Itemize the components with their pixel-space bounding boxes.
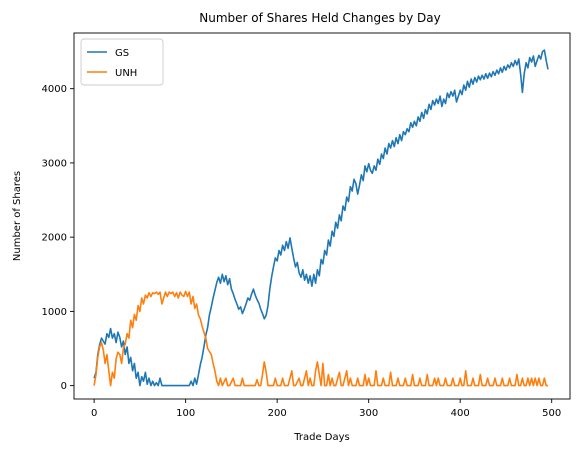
legend-label-unh: UNH <box>115 68 137 79</box>
x-tick-label: 200 <box>268 408 287 419</box>
y-tick-label: 0 <box>61 381 67 392</box>
legend-label-gs: GS <box>115 48 129 59</box>
plot-area <box>93 49 549 387</box>
x-axis-label: Trade Days <box>293 432 350 443</box>
y-tick-label: 1000 <box>42 307 67 318</box>
x-tick-label: 500 <box>542 408 561 419</box>
series-line-gs <box>93 49 549 387</box>
x-tick-label: 300 <box>359 408 378 419</box>
x-tick-label: 400 <box>451 408 470 419</box>
y-tick-label: 2000 <box>42 233 67 244</box>
legend: GS UNH <box>80 38 164 86</box>
x-tick-label: 0 <box>91 408 97 419</box>
legend-box <box>80 38 164 86</box>
y-axis-ticks: 0 1000 2000 3000 4000 <box>42 84 74 392</box>
y-axis-label: Number of Shares <box>12 171 23 261</box>
x-tick-label: 100 <box>176 408 195 419</box>
axes-frame <box>73 32 571 400</box>
x-axis-ticks: 0 100 200 300 400 500 <box>91 399 561 419</box>
y-tick-label: 3000 <box>42 158 67 169</box>
series-line-unh <box>93 290 548 387</box>
y-tick-label: 4000 <box>42 84 67 95</box>
chart-title: Number of Shares Held Changes by Day <box>199 11 441 25</box>
